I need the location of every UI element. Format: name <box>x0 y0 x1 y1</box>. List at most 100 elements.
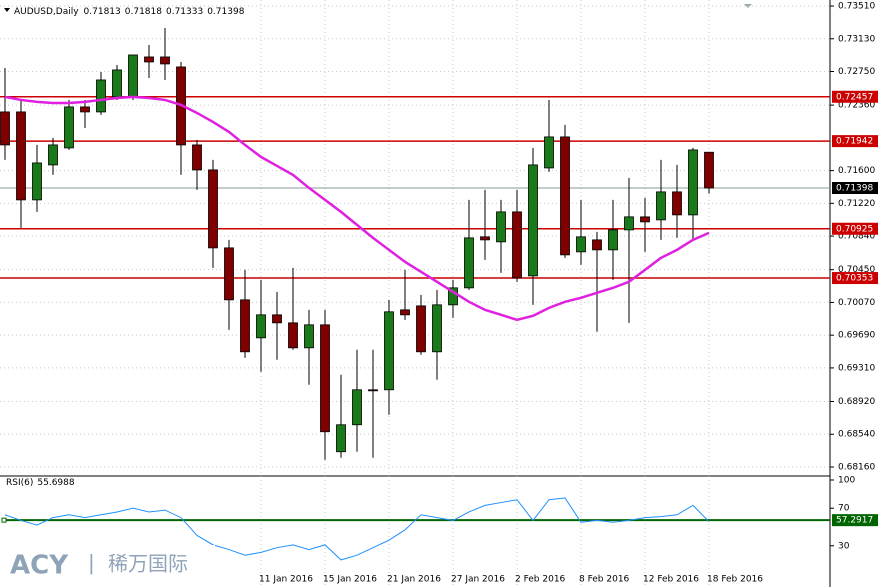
moving-average <box>4 95 710 322</box>
level-label: 0.72457 <box>836 92 873 102</box>
y-tick-label: 0.73130 <box>838 34 875 44</box>
candle-body <box>704 151 714 189</box>
candle-body <box>304 324 314 349</box>
rsi-level-label-bg <box>832 514 878 527</box>
y-tick-label: 0.70840 <box>838 232 875 242</box>
x-tick-label: 12 Feb 2016 <box>643 575 699 585</box>
candle-body <box>544 136 554 169</box>
candle-body <box>576 236 586 253</box>
level-label: 0.71398 <box>836 184 873 194</box>
candle-body <box>416 305 426 353</box>
high: 0.71818 <box>125 7 162 17</box>
menu-arrow[interactable] <box>4 8 10 12</box>
candle-body <box>320 324 330 433</box>
candle-body <box>272 314 282 324</box>
level-label: 0.70353 <box>836 274 873 284</box>
level-label: 0.70925 <box>836 224 873 234</box>
y-tick-label: 0.69690 <box>838 331 875 341</box>
logo-separator: | <box>88 551 95 575</box>
candle-body <box>96 79 106 113</box>
candle-body <box>368 389 378 392</box>
y-tick-label: 0.71220 <box>838 199 875 209</box>
candle-body <box>432 304 442 353</box>
level-label-bg <box>832 90 878 103</box>
level-label-bg <box>832 182 878 195</box>
y-tick-label: 0.73510 <box>838 2 875 12</box>
candle-body <box>656 191 666 221</box>
candle-body <box>688 149 698 216</box>
candle-body <box>608 229 618 251</box>
level-label-bg <box>832 272 878 285</box>
candle-body <box>144 56 154 63</box>
candle-body <box>496 211 506 243</box>
y-tick-label: 0.71600 <box>838 166 875 176</box>
candle-body <box>624 216 634 231</box>
rsi-tick-label: 30 <box>838 541 850 551</box>
y-tick-label: 0.72360 <box>838 101 875 111</box>
open: 0.71813 <box>84 7 121 17</box>
x-tick-label: 11 Jan 2016 <box>259 575 313 585</box>
candle-body <box>352 389 362 426</box>
candle-body <box>128 54 138 98</box>
candle-body <box>240 299 250 353</box>
logo-name: 稀万国际 <box>108 552 188 576</box>
logo-bg <box>0 545 215 587</box>
candle-body <box>16 111 26 201</box>
header: AUDUSD,Daily 0.71813 0.71818 0.71333 0.71398 <box>14 7 245 17</box>
rsi-level-handle <box>1 517 7 523</box>
candle-body <box>640 216 650 223</box>
candle-body <box>256 314 266 339</box>
level-label: 0.71942 <box>836 137 873 147</box>
rsi-tick-label: 70 <box>838 504 850 514</box>
candle-body <box>112 69 122 98</box>
y-tick-label: 0.70070 <box>838 298 875 308</box>
candle-body <box>64 106 74 149</box>
close: 0.71398 <box>207 7 244 17</box>
candle-body <box>464 237 474 289</box>
y-tick-label: 0.72750 <box>838 67 875 77</box>
candle-body <box>160 56 170 65</box>
level-label-bg <box>832 135 878 148</box>
candle-body <box>512 211 522 279</box>
rsi-value: 55.6988 <box>37 478 74 488</box>
candle-body <box>560 136 570 256</box>
y-tick-label: 0.68920 <box>838 397 875 407</box>
x-tick-label: 18 Feb 2016 <box>707 575 763 585</box>
rsi-level-label: 57.2917 <box>836 516 873 526</box>
candle-body <box>480 236 490 241</box>
candle-body <box>592 239 602 251</box>
candle-body <box>336 424 346 453</box>
x-tick-label: 21 Jan 2016 <box>387 575 441 585</box>
candle-body <box>48 144 58 166</box>
x-tick-label: 27 Jan 2016 <box>451 575 505 585</box>
y-tick-label: 0.68540 <box>838 430 875 440</box>
y-tick-label: 0.70450 <box>838 265 875 275</box>
x-tick-label: 2 Feb 2016 <box>515 575 566 585</box>
candle-body <box>80 106 90 113</box>
rsi-line <box>4 497 710 561</box>
candle-body <box>192 144 202 171</box>
candle-body <box>208 169 218 249</box>
candle-body <box>528 164 538 277</box>
candle-body <box>448 287 458 306</box>
low: 0.71333 <box>166 7 203 17</box>
rsi-tick-label: 100 <box>838 476 855 486</box>
candle-body <box>400 309 410 316</box>
rsi-header: RSI(6) 55.6988 <box>6 478 75 488</box>
x-tick-label: 8 Feb 2016 <box>579 575 630 585</box>
symbol: AUDUSD,Daily <box>14 7 79 17</box>
level-label-bg <box>832 222 878 235</box>
candle-body <box>288 322 298 349</box>
candle-body <box>672 191 682 216</box>
candle-body <box>32 162 42 201</box>
candle-body <box>224 247 234 301</box>
y-tick-label: 0.69310 <box>838 363 875 373</box>
rsi-label: RSI(6) <box>6 478 33 488</box>
logo-brand: ACY <box>10 551 69 581</box>
candle-body <box>0 111 10 146</box>
candle-body <box>384 311 394 391</box>
x-tick-label: 15 Jan 2016 <box>323 575 377 585</box>
y-tick-label: 0.68160 <box>838 462 875 472</box>
